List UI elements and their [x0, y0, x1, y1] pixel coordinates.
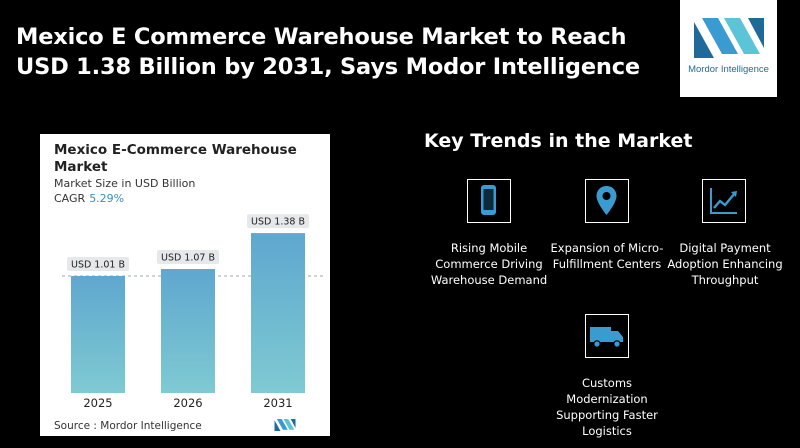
- bar-2031: [251, 233, 305, 393]
- smartphone-icon: [467, 179, 511, 223]
- cagr-row: CAGR 5.29%: [54, 192, 124, 205]
- market-size-card: USD 1.01 B 2025 USD 1.07 B 2026 USD 1.38 B 20…: [40, 134, 330, 436]
- bar-chart: USD 1.01 B 2025 USD 1.07 B 2026 USD 1.38 B 20…: [62, 214, 324, 410]
- logo-text: Mordor Intelligence: [688, 64, 769, 75]
- headline: Mexico E Commerce Warehouse Market to Re…: [16, 24, 640, 80]
- key-trends-title: Key Trends in the Market: [424, 130, 693, 152]
- delivery-truck-icon: [585, 314, 629, 358]
- location-pin-icon: [585, 179, 629, 223]
- data-label-2026: USD 1.07 B: [161, 253, 215, 264]
- line-chart-icon: [702, 179, 746, 223]
- x-tick-2031: 2031: [263, 396, 292, 410]
- cagr-value: 5.29%: [89, 192, 125, 205]
- x-tick-2025: 2025: [83, 396, 112, 410]
- mordor-logo: Mordor Intelligence: [680, 0, 777, 97]
- trend-label-2: Expansion of Micro-Fulfillment Centers: [550, 241, 664, 271]
- trend-label-3: Digital Payment Adoption Enhancing Throu…: [667, 241, 783, 287]
- card-logo-icon: [274, 419, 296, 431]
- card-subtitle: Market Size in USD Billion: [54, 177, 196, 190]
- data-label-2031: USD 1.38 B: [251, 217, 305, 228]
- trend-label-4: Customs Modernization Supporting Faster …: [556, 376, 658, 438]
- source-note: Source : Mordor Intelligence: [54, 420, 202, 432]
- bar-2025: [71, 275, 125, 393]
- card-title: Mexico E-Commerce Warehouse Market: [54, 142, 297, 175]
- x-tick-2026: 2026: [173, 396, 202, 410]
- data-label-box-2026: [157, 250, 219, 265]
- mordor-logo-mark-icon: [694, 18, 764, 58]
- bar-2026: [161, 269, 215, 393]
- data-label-box-2025: [67, 256, 129, 271]
- trend-label-1: Rising Mobile Commerce Driving Warehouse…: [430, 241, 548, 287]
- cagr-label: CAGR: [54, 192, 86, 205]
- data-label-2025: USD 1.01 B: [71, 259, 125, 270]
- data-label-box-2031: [247, 214, 309, 229]
